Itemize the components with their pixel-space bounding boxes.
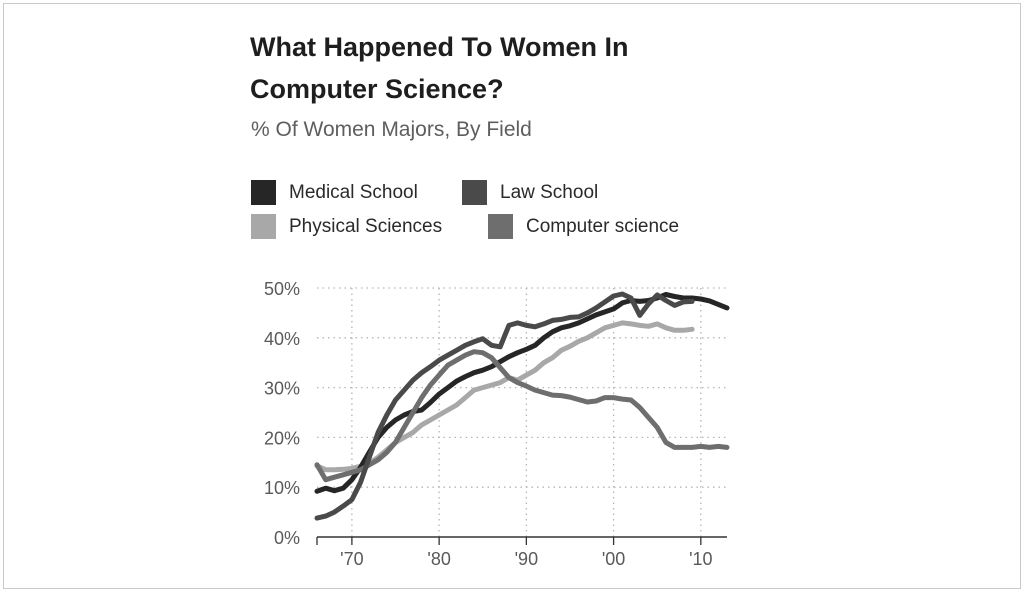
chart-title: What Happened To Women In Computer Scien…	[250, 26, 770, 110]
legend-item-computer-science: Computer science	[488, 214, 679, 239]
legend-swatch-physical-sciences	[251, 214, 276, 239]
chart-legend: Medical School Law School Physical Scien…	[251, 180, 771, 250]
y-tick-label: 0%	[274, 528, 300, 548]
chart-frame: What Happened To Women In Computer Scien…	[3, 3, 1021, 589]
y-tick-label: 30%	[264, 379, 300, 399]
x-tick-label: '90	[515, 549, 538, 569]
x-tick-label: '10	[689, 549, 712, 569]
legend-item-medical-school: Medical School	[251, 180, 418, 205]
chart-title-line-2: Computer Science?	[250, 74, 504, 104]
y-tick-label: 20%	[264, 428, 300, 448]
legend-item-physical-sciences: Physical Sciences	[251, 214, 442, 239]
series-line-computer-science	[314, 349, 730, 483]
y-tick-label: 40%	[264, 329, 300, 349]
x-tick-label: '70	[340, 549, 363, 569]
legend-label-medical-school: Medical School	[289, 181, 418, 203]
series-line-law-school	[314, 291, 695, 521]
legend-label-computer-science: Computer science	[526, 215, 680, 237]
x-tick-label: '80	[427, 549, 450, 569]
y-tick-label: 50%	[264, 279, 300, 299]
legend-item-law-school: Law School	[462, 180, 598, 205]
chart-title-line-1: What Happened To Women In	[250, 32, 629, 62]
y-tick-label: 10%	[264, 478, 300, 498]
x-tick-label: '00	[602, 549, 625, 569]
legend-swatch-medical-school	[251, 180, 276, 205]
chart-subtitle: % Of Women Majors, By Field	[251, 118, 532, 141]
legend-label-physical-sciences: Physical Sciences	[289, 215, 443, 237]
legend-label-law-school: Law School	[500, 181, 599, 203]
legend-swatch-law-school	[462, 180, 487, 205]
legend-swatch-computer-science	[488, 214, 513, 239]
